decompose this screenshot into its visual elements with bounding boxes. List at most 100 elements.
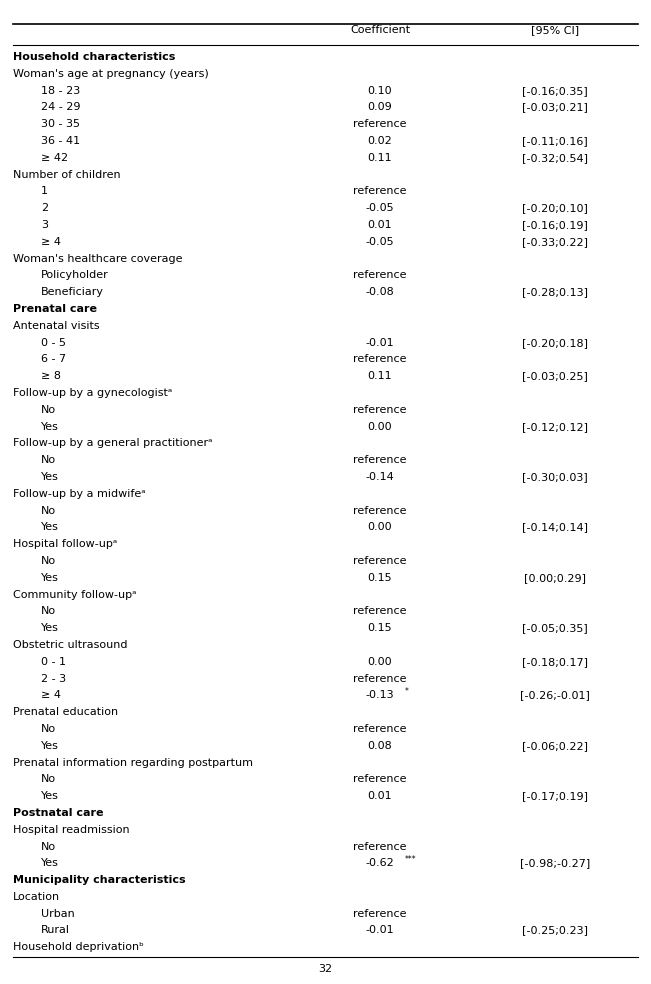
Text: reference: reference bbox=[353, 354, 407, 364]
Text: Hospital readmission: Hospital readmission bbox=[13, 825, 130, 834]
Text: 0.00: 0.00 bbox=[368, 656, 393, 667]
Text: 32: 32 bbox=[318, 964, 333, 974]
Text: Follow-up by a gynecologistᵃ: Follow-up by a gynecologistᵃ bbox=[13, 388, 173, 398]
Text: 18 - 23: 18 - 23 bbox=[41, 86, 80, 95]
Text: 0.01: 0.01 bbox=[368, 791, 393, 801]
Text: 0 - 1: 0 - 1 bbox=[41, 656, 66, 667]
Text: Postnatal care: Postnatal care bbox=[13, 808, 104, 818]
Text: 0.15: 0.15 bbox=[368, 623, 393, 633]
Text: Yes: Yes bbox=[41, 791, 59, 801]
Text: Yes: Yes bbox=[41, 623, 59, 633]
Text: Location: Location bbox=[13, 892, 60, 902]
Text: ≥ 8: ≥ 8 bbox=[41, 371, 61, 381]
Text: reference: reference bbox=[353, 841, 407, 851]
Text: Follow-up by a general practitionerᵃ: Follow-up by a general practitionerᵃ bbox=[13, 439, 212, 449]
Text: Prenatal information regarding postpartum: Prenatal information regarding postpartu… bbox=[13, 758, 253, 768]
Text: Urban: Urban bbox=[41, 908, 75, 919]
Text: [-0.30;0.03]: [-0.30;0.03] bbox=[522, 472, 588, 482]
Text: Yes: Yes bbox=[41, 472, 59, 482]
Text: [-0.26;-0.01]: [-0.26;-0.01] bbox=[520, 691, 590, 701]
Text: [-0.03;0.25]: [-0.03;0.25] bbox=[522, 371, 588, 381]
Text: reference: reference bbox=[353, 724, 407, 734]
Text: 0.10: 0.10 bbox=[368, 86, 393, 95]
Text: Rural: Rural bbox=[41, 926, 70, 936]
Text: [-0.33;0.22]: [-0.33;0.22] bbox=[522, 237, 588, 247]
Text: [-0.20;0.10]: [-0.20;0.10] bbox=[522, 204, 588, 214]
Text: 0.00: 0.00 bbox=[368, 421, 393, 432]
Text: No: No bbox=[41, 774, 56, 784]
Text: [-0.03;0.21]: [-0.03;0.21] bbox=[522, 102, 588, 112]
Text: Prenatal care: Prenatal care bbox=[13, 304, 97, 314]
Text: reference: reference bbox=[353, 908, 407, 919]
Text: [-0.12;0.12]: [-0.12;0.12] bbox=[522, 421, 588, 432]
Text: No: No bbox=[41, 404, 56, 415]
Text: [-0.14;0.14]: [-0.14;0.14] bbox=[522, 523, 588, 532]
Text: [-0.05;0.35]: [-0.05;0.35] bbox=[522, 623, 588, 633]
Text: Municipality characteristics: Municipality characteristics bbox=[13, 875, 186, 885]
Text: Beneficiary: Beneficiary bbox=[41, 287, 104, 297]
Text: [95% CI]: [95% CI] bbox=[531, 25, 579, 35]
Text: 0 - 5: 0 - 5 bbox=[41, 338, 66, 347]
Text: ≥ 4: ≥ 4 bbox=[41, 691, 61, 701]
Text: Policyholder: Policyholder bbox=[41, 271, 109, 280]
Text: -0.13: -0.13 bbox=[366, 691, 395, 701]
Text: Household characteristics: Household characteristics bbox=[13, 52, 175, 62]
Text: [-0.17;0.19]: [-0.17;0.19] bbox=[522, 791, 588, 801]
Text: Community follow-upᵃ: Community follow-upᵃ bbox=[13, 589, 137, 599]
Text: [-0.20;0.18]: [-0.20;0.18] bbox=[522, 338, 588, 347]
Text: Woman's age at pregnancy (years): Woman's age at pregnancy (years) bbox=[13, 69, 209, 79]
Text: reference: reference bbox=[353, 456, 407, 465]
Text: No: No bbox=[41, 841, 56, 851]
Text: reference: reference bbox=[353, 556, 407, 566]
Text: [-0.28;0.13]: [-0.28;0.13] bbox=[522, 287, 588, 297]
Text: ≥ 4: ≥ 4 bbox=[41, 237, 61, 247]
Text: No: No bbox=[41, 724, 56, 734]
Text: No: No bbox=[41, 456, 56, 465]
Text: No: No bbox=[41, 606, 56, 616]
Text: reference: reference bbox=[353, 186, 407, 197]
Text: [-0.18;0.17]: [-0.18;0.17] bbox=[522, 656, 588, 667]
Text: Obstetric ultrasound: Obstetric ultrasound bbox=[13, 640, 128, 650]
Text: Household deprivationᵇ: Household deprivationᵇ bbox=[13, 943, 144, 953]
Text: -0.14: -0.14 bbox=[366, 472, 395, 482]
Text: reference: reference bbox=[353, 506, 407, 516]
Text: Antenatal visits: Antenatal visits bbox=[13, 321, 100, 331]
Text: *: * bbox=[405, 687, 409, 696]
Text: -0.01: -0.01 bbox=[366, 338, 395, 347]
Text: -0.08: -0.08 bbox=[366, 287, 395, 297]
Text: Hospital follow-upᵃ: Hospital follow-upᵃ bbox=[13, 539, 117, 549]
Text: Coefficient: Coefficient bbox=[350, 25, 410, 35]
Text: [-0.25;0.23]: [-0.25;0.23] bbox=[522, 926, 588, 936]
Text: [-0.98;-0.27]: [-0.98;-0.27] bbox=[520, 858, 590, 868]
Text: No: No bbox=[41, 506, 56, 516]
Text: 0.11: 0.11 bbox=[368, 371, 393, 381]
Text: 0.01: 0.01 bbox=[368, 220, 393, 230]
Text: reference: reference bbox=[353, 774, 407, 784]
Text: 24 - 29: 24 - 29 bbox=[41, 102, 81, 112]
Text: 0.08: 0.08 bbox=[368, 741, 393, 751]
Text: [-0.16;0.19]: [-0.16;0.19] bbox=[522, 220, 588, 230]
Text: 0.15: 0.15 bbox=[368, 573, 393, 583]
Text: Follow-up by a midwifeᵃ: Follow-up by a midwifeᵃ bbox=[13, 489, 146, 499]
Text: ***: *** bbox=[405, 854, 417, 864]
Text: reference: reference bbox=[353, 606, 407, 616]
Text: [0.00;0.29]: [0.00;0.29] bbox=[524, 573, 586, 583]
Text: 36 - 41: 36 - 41 bbox=[41, 136, 80, 146]
Text: [-0.06;0.22]: [-0.06;0.22] bbox=[522, 741, 588, 751]
Text: Number of children: Number of children bbox=[13, 169, 120, 180]
Text: [-0.32;0.54]: [-0.32;0.54] bbox=[522, 153, 588, 163]
Text: Yes: Yes bbox=[41, 741, 59, 751]
Text: 0.11: 0.11 bbox=[368, 153, 393, 163]
Text: 6 - 7: 6 - 7 bbox=[41, 354, 66, 364]
Text: [-0.16;0.35]: [-0.16;0.35] bbox=[522, 86, 588, 95]
Text: Yes: Yes bbox=[41, 523, 59, 532]
Text: reference: reference bbox=[353, 404, 407, 415]
Text: Woman's healthcare coverage: Woman's healthcare coverage bbox=[13, 254, 182, 264]
Text: reference: reference bbox=[353, 119, 407, 129]
Text: 0.02: 0.02 bbox=[368, 136, 393, 146]
Text: -0.01: -0.01 bbox=[366, 926, 395, 936]
Text: -0.05: -0.05 bbox=[366, 237, 395, 247]
Text: reference: reference bbox=[353, 673, 407, 684]
Text: No: No bbox=[41, 556, 56, 566]
Text: 0.09: 0.09 bbox=[368, 102, 393, 112]
